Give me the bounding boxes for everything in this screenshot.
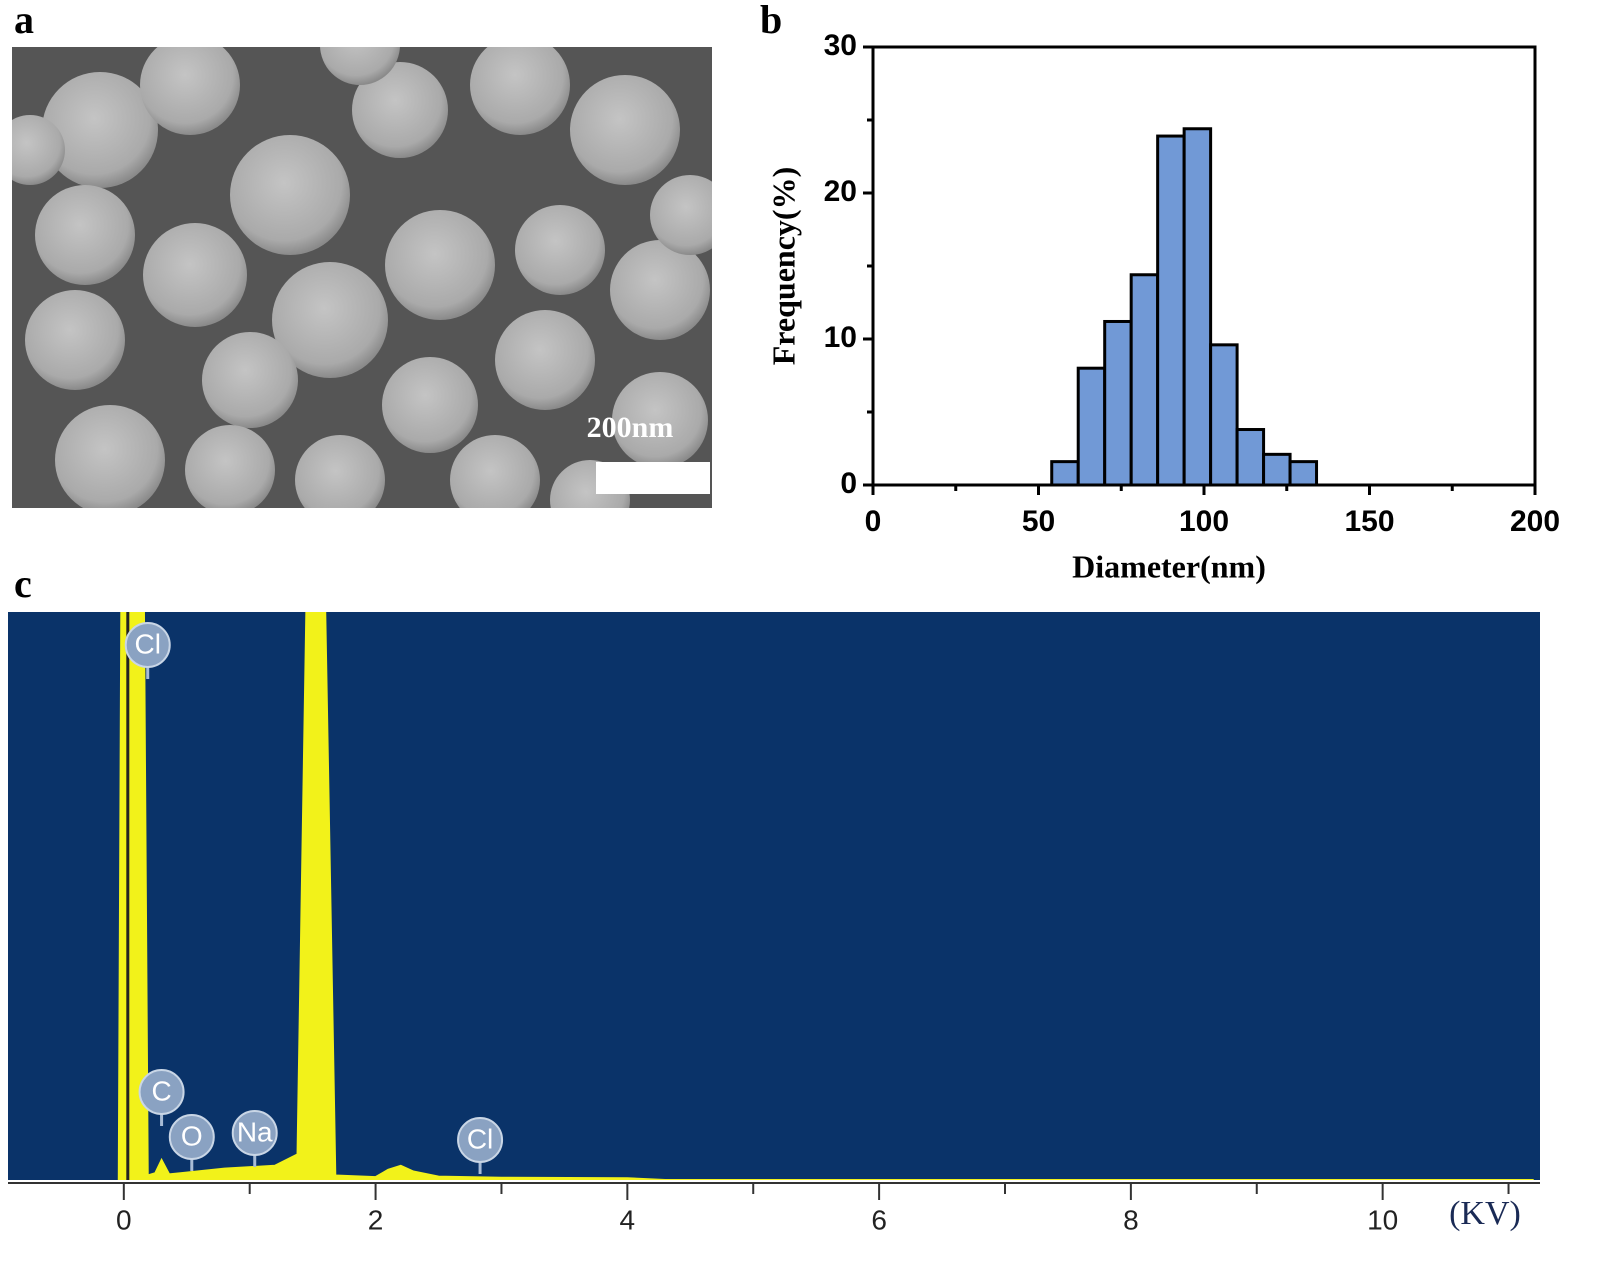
x-tick-label: 50	[1022, 505, 1055, 538]
particle	[515, 205, 605, 295]
x-tick-label: 6	[871, 1204, 887, 1235]
bar	[1050, 460, 1080, 487]
particle	[450, 435, 540, 508]
x-tick-label: 8	[1123, 1204, 1139, 1235]
x-tick-label: 2	[368, 1204, 384, 1235]
particle	[12, 115, 65, 185]
particle	[143, 223, 247, 327]
annotation-bubble	[457, 1117, 504, 1163]
particle	[55, 405, 165, 508]
particle	[385, 210, 495, 320]
y-tick-label: 30	[824, 29, 857, 62]
y-tick-label: 20	[824, 175, 857, 208]
particle	[352, 62, 448, 158]
x-tick-label: 150	[1344, 505, 1394, 538]
particle	[382, 357, 478, 453]
sem-image: 200nm	[12, 47, 712, 508]
spectrum-panel: Cl CO Na Cl 0 2 4 6 8 10 (KV)	[8, 612, 1540, 1235]
bar	[1103, 319, 1133, 487]
y-tick-label: 10	[824, 321, 857, 354]
histogram-panel: 0 50 100 150 200 0 10 20 30 Diameter(nm) Frequency…	[765, 29, 1560, 584]
annotation-label: Cl	[135, 628, 161, 659]
particle	[320, 47, 400, 85]
y-tick-label: 0	[840, 467, 857, 500]
x-tick-label: 100	[1179, 505, 1229, 538]
plot-background	[8, 612, 1540, 1180]
bar	[1129, 273, 1160, 487]
annotation-label: Cl	[467, 1123, 493, 1154]
particle	[140, 47, 240, 135]
annotation-bubble	[168, 1114, 215, 1160]
x-tick-label: 0	[116, 1204, 132, 1235]
x-tick-label: 10	[1367, 1204, 1398, 1235]
bar	[1156, 134, 1186, 487]
panel-label: a	[14, 0, 34, 42]
x-tick-label: 200	[1510, 505, 1560, 538]
panel-label: c	[14, 561, 32, 606]
x-tick-label: 0	[865, 505, 882, 538]
particles	[12, 47, 712, 508]
bar	[1209, 343, 1239, 487]
particle	[612, 372, 708, 468]
annotation-label: O	[181, 1120, 203, 1151]
particle	[202, 332, 298, 428]
scale-bar-label: 200nm	[587, 411, 674, 444]
annotation-label: Na	[237, 1116, 273, 1147]
bar	[1182, 127, 1213, 487]
panel-label: b	[760, 0, 782, 42]
x-axis-title: (KV)	[1449, 1195, 1521, 1232]
particle	[272, 262, 388, 378]
particle	[570, 75, 680, 185]
y-axis-title: Frequency(%)	[765, 167, 801, 365]
particle	[42, 72, 158, 188]
scale-bar	[596, 462, 710, 494]
particle	[35, 185, 135, 285]
x-tick-label: 4	[620, 1204, 636, 1235]
particle	[185, 425, 275, 508]
annotation-bubble	[231, 1110, 278, 1156]
particle	[295, 435, 385, 508]
bar	[1288, 460, 1319, 487]
annotation-bubble	[124, 622, 171, 668]
x-axis-title: Diameter(nm)	[1072, 548, 1266, 584]
bar	[1076, 366, 1107, 487]
particle	[495, 310, 595, 410]
annotation-label: C	[151, 1075, 171, 1106]
bar	[1235, 428, 1266, 487]
spectrum	[117, 612, 1534, 1180]
bar	[1262, 452, 1292, 487]
annotation-bubble	[138, 1069, 185, 1115]
particle	[230, 135, 350, 255]
particle	[650, 175, 712, 255]
particle	[610, 240, 710, 340]
particle	[470, 47, 570, 135]
particle	[25, 290, 125, 390]
